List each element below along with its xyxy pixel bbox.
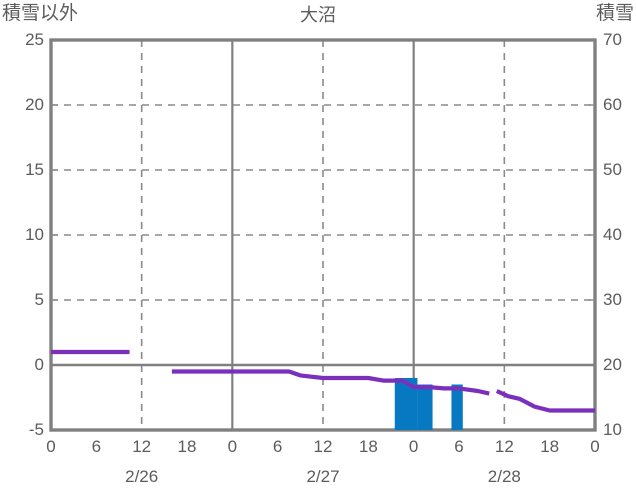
y-axis-left-tick: 20 [25, 95, 44, 114]
snow-depth-bar [451, 384, 463, 430]
x-axis-tick: 0 [46, 437, 56, 456]
y-axis-right-tick: 30 [603, 290, 622, 309]
x-axis-tick: 6 [454, 437, 464, 456]
x-axis-day-label: 2/28 [487, 467, 521, 486]
x-axis-tick: 6 [91, 437, 102, 456]
y-axis-left-tick: 5 [34, 290, 44, 309]
left-axis-title: 積雪以外 [2, 3, 79, 24]
x-axis-day-label: 2/27 [306, 467, 340, 486]
x-axis-tick: 12 [313, 437, 333, 456]
y-axis-left-tick: 25 [25, 30, 44, 49]
x-axis-tick: 0 [408, 437, 419, 456]
y-axis-left-tick: 15 [25, 160, 44, 179]
y-axis-right-tick: 10 [603, 420, 622, 439]
page-title: 大沼 [300, 5, 336, 25]
snow-depth-bar [417, 384, 433, 430]
y-axis-right-tick: 60 [603, 95, 622, 114]
y-axis-right-tick: 70 [603, 30, 622, 49]
x-axis-tick: 12 [494, 437, 514, 456]
y-axis-left-tick: -5 [28, 420, 44, 439]
x-axis-tick: 18 [358, 437, 378, 456]
temperature-line-segment [171, 369, 490, 396]
right-axis-title: 積雪 [595, 3, 634, 24]
x-axis-day-label: 2/26 [125, 467, 159, 486]
x-axis-tick: 18 [540, 437, 560, 456]
x-axis-tick: 0 [590, 437, 600, 456]
x-axis-tick: 0 [227, 437, 238, 456]
y-axis-right-tick: 20 [603, 355, 622, 374]
y-axis-right-tick: 40 [603, 225, 622, 244]
x-axis-tick: 6 [272, 437, 283, 456]
snow-depth-bar [394, 378, 418, 430]
y-axis-left-tick: 10 [25, 225, 44, 244]
y-axis-right-tick: 50 [603, 160, 622, 179]
temperature-line-segment [495, 389, 595, 413]
x-axis-tick: 18 [177, 437, 197, 456]
y-axis-left-tick: 0 [34, 355, 44, 374]
x-axis-tick: 12 [132, 437, 152, 456]
